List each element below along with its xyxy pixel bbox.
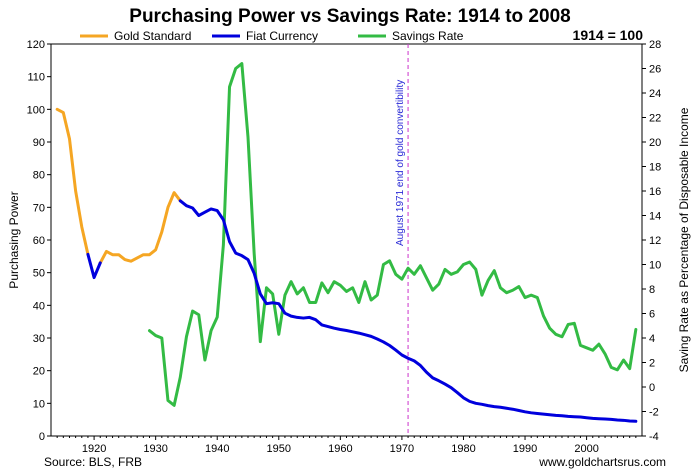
y-tick-label-right: 8 xyxy=(649,284,655,296)
y-tick-label-right: 22 xyxy=(649,113,661,125)
y-tick-label-right: -2 xyxy=(649,407,659,419)
axes: 0102030405060708090100110120-4-202468101… xyxy=(27,39,662,455)
y-tick-label-right: 0 xyxy=(649,382,655,394)
y-tick-label-right: 28 xyxy=(649,39,661,51)
y-tick-label-left: 30 xyxy=(33,333,45,345)
plot-frame xyxy=(50,43,643,437)
y-tick-label-left: 20 xyxy=(33,366,45,378)
x-tick-label: 1960 xyxy=(328,443,352,455)
y-tick-label-right: 24 xyxy=(649,88,661,100)
y-tick-label-right: 2 xyxy=(649,358,655,370)
x-tick-label: 1980 xyxy=(451,443,475,455)
y-axis-label-left: Purchasing Power xyxy=(7,191,21,288)
x-tick-label: 1990 xyxy=(513,443,537,455)
x-tick-label: 1920 xyxy=(82,443,106,455)
y-tick-label-left: 60 xyxy=(33,235,45,247)
y-tick-label-left: 100 xyxy=(27,104,45,116)
y-tick-label-right: 4 xyxy=(649,333,655,345)
annotation: August 1971 end of gold convertibility xyxy=(395,44,409,436)
y-tick-label-right: 10 xyxy=(649,260,661,272)
baseline-note: 1914 = 100 xyxy=(573,27,644,43)
y-tick-label-right: 26 xyxy=(649,64,661,76)
y-tick-label-left: 70 xyxy=(33,202,45,214)
series-group xyxy=(55,62,638,423)
y-tick-label-left: 120 xyxy=(27,39,45,51)
series-line-gold-standard xyxy=(55,107,90,256)
y-axis-label-right: Saving Rate as Percentage of Disposable … xyxy=(677,107,691,372)
y-tick-label-left: 0 xyxy=(39,431,45,443)
chart-title: Purchasing Power vs Savings Rate: 1914 t… xyxy=(129,6,570,27)
series-line-fiat-currency xyxy=(86,252,102,280)
y-tick-label-right: -4 xyxy=(649,431,659,443)
y-tick-label-right: 20 xyxy=(649,137,661,149)
y-tick-label-left: 90 xyxy=(33,137,45,149)
y-tick-label-right: 16 xyxy=(649,186,661,198)
watermark: www.goldchartsrus.com xyxy=(538,455,666,469)
y-tick-label-left: 40 xyxy=(33,300,45,312)
x-tick-label: 1950 xyxy=(267,443,291,455)
y-tick-label-left: 110 xyxy=(27,72,45,84)
y-tick-label-left: 80 xyxy=(33,170,45,182)
series-line-savings-rate xyxy=(148,62,638,407)
y-tick-label-right: 12 xyxy=(649,235,661,247)
x-tick-label: 2000 xyxy=(574,443,598,455)
series-line-fiat-currency xyxy=(178,199,638,423)
legend: Gold Standard Fiat Currency Savings Rate xyxy=(80,29,464,43)
x-tick-label: 1940 xyxy=(205,443,229,455)
annotation-label: August 1971 end of gold convertibility xyxy=(395,80,406,246)
legend-label-fiat-currency: Fiat Currency xyxy=(246,29,318,43)
legend-label-savings-rate: Savings Rate xyxy=(392,29,464,43)
source-note: Source: BLS, FRB xyxy=(44,455,142,469)
x-tick-label: 1970 xyxy=(390,443,414,455)
legend-label-gold-standard: Gold Standard xyxy=(114,29,191,43)
y-tick-label-right: 14 xyxy=(649,211,661,223)
x-tick-label: 1930 xyxy=(143,443,167,455)
y-tick-label-right: 6 xyxy=(649,309,655,321)
y-tick-label-left: 10 xyxy=(33,398,45,410)
y-tick-label-right: 18 xyxy=(649,162,661,174)
series-line-gold-standard xyxy=(98,191,182,265)
y-tick-label-left: 50 xyxy=(33,268,45,280)
